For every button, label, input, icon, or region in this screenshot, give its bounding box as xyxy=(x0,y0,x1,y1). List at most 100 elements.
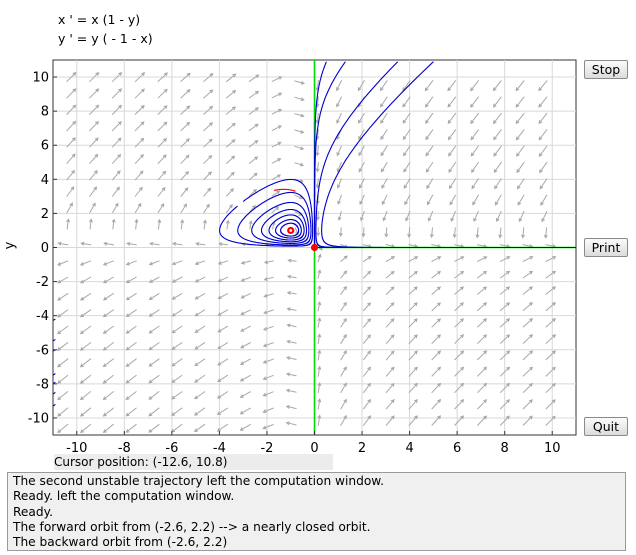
field-arrow xyxy=(454,415,465,426)
field-arrow xyxy=(294,162,305,167)
field-arrow xyxy=(102,260,114,266)
field-arrow xyxy=(317,365,322,377)
field-arrow xyxy=(240,292,251,299)
orbit-highlight xyxy=(273,188,296,192)
field-arrow xyxy=(470,129,480,141)
quit-button[interactable]: Quit xyxy=(584,417,628,436)
field-arrow xyxy=(239,391,251,398)
field-arrow xyxy=(148,260,160,266)
field-arrow xyxy=(102,292,114,301)
field-arrow xyxy=(340,414,347,426)
field-arrow xyxy=(180,72,191,83)
field-arrow xyxy=(499,382,511,394)
field-arrow xyxy=(499,302,511,312)
field-arrow xyxy=(157,203,165,214)
field-arrow xyxy=(454,350,465,361)
field-arrow xyxy=(358,161,365,173)
field-arrow xyxy=(385,350,395,361)
field-arrow xyxy=(294,129,305,134)
field-arrow xyxy=(516,145,525,157)
field-arrow xyxy=(89,88,100,99)
x-tick-label: 0 xyxy=(310,441,318,456)
field-arrow xyxy=(203,138,213,148)
field-arrow xyxy=(340,270,348,279)
field-arrow xyxy=(431,382,442,394)
field-arrow xyxy=(66,88,77,99)
field-arrow xyxy=(217,325,229,333)
field-arrow xyxy=(248,139,259,148)
field-arrow xyxy=(475,227,480,239)
field-arrow xyxy=(515,112,525,125)
field-arrow xyxy=(271,125,282,132)
field-arrow xyxy=(216,423,229,432)
field-arrow xyxy=(56,358,69,368)
field-arrow xyxy=(450,210,457,222)
field-arrow xyxy=(539,161,548,174)
field-arrow xyxy=(516,178,525,190)
field-arrow xyxy=(157,137,168,148)
field-arrow xyxy=(476,302,488,312)
field-arrow xyxy=(111,218,116,230)
field-arrow xyxy=(248,123,259,132)
field-arrow xyxy=(427,210,434,222)
field-arrow xyxy=(171,260,183,266)
field-arrow xyxy=(285,356,297,360)
field-arrow xyxy=(239,423,251,431)
field-arrow xyxy=(217,309,229,316)
field-arrow xyxy=(425,112,434,124)
field-arrow xyxy=(425,129,434,141)
field-arrow xyxy=(357,80,365,92)
y-tick-label: -10 xyxy=(28,411,49,426)
field-arrow xyxy=(102,358,115,368)
field-arrow xyxy=(317,414,322,426)
field-arrow xyxy=(262,374,274,381)
field-arrow xyxy=(286,339,297,344)
field-arrow xyxy=(362,318,371,328)
field-arrow xyxy=(134,154,144,165)
field-arrow xyxy=(454,398,465,410)
field-arrow xyxy=(336,145,342,157)
field-arrow xyxy=(57,276,69,284)
field-arrow xyxy=(111,170,121,181)
field-arrow xyxy=(477,415,488,426)
field-arrow xyxy=(248,107,259,115)
field-arrow xyxy=(380,129,388,141)
field-arrow xyxy=(340,366,347,377)
field-arrow xyxy=(225,122,236,132)
field-arrow xyxy=(203,203,210,214)
field-arrow xyxy=(385,302,395,312)
field-arrow xyxy=(89,202,96,214)
field-arrow xyxy=(315,161,320,173)
field-arrow xyxy=(447,79,457,92)
field-arrow xyxy=(111,121,122,132)
field-arrow xyxy=(515,80,525,92)
field-arrow xyxy=(148,309,160,317)
field-arrow xyxy=(102,374,115,384)
field-arrow xyxy=(286,323,297,328)
field-arrow xyxy=(148,341,160,351)
field-arrow xyxy=(225,171,235,181)
field-arrow xyxy=(408,382,418,394)
field-arrow xyxy=(171,407,183,417)
field-arrow xyxy=(111,137,122,148)
field-arrow xyxy=(470,145,480,157)
field-arrow xyxy=(361,227,366,238)
field-arrow xyxy=(294,80,306,85)
field-arrow xyxy=(157,218,162,230)
field-arrow xyxy=(317,285,322,295)
x-tick-label: 8 xyxy=(501,441,509,456)
print-button[interactable]: Print xyxy=(584,238,628,257)
field-arrow xyxy=(79,407,92,417)
field-arrow xyxy=(180,138,190,148)
field-arrow xyxy=(125,292,137,301)
field-arrow xyxy=(404,194,411,206)
field-arrow xyxy=(171,309,183,317)
field-arrow xyxy=(448,178,457,190)
field-arrow xyxy=(239,358,251,365)
field-arrow xyxy=(102,309,114,318)
stop-button[interactable]: Stop xyxy=(584,60,628,79)
field-arrow xyxy=(336,96,342,108)
field-arrow xyxy=(79,325,92,335)
field-arrow xyxy=(545,256,557,263)
